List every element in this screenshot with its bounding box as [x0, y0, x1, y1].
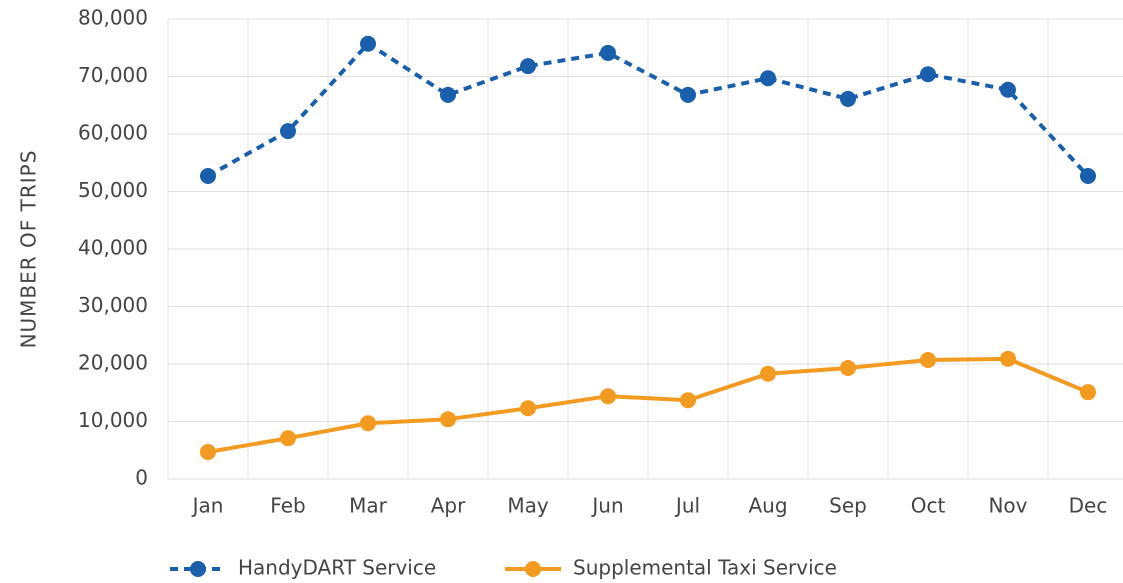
series-marker: [840, 360, 856, 377]
y-tick-label: 80,000: [78, 6, 148, 30]
x-tick-label: Jan: [191, 494, 224, 518]
x-tick-label: Apr: [431, 494, 466, 518]
series-marker: [200, 443, 216, 460]
series-marker: [440, 411, 456, 428]
x-tick-label: Mar: [349, 494, 388, 518]
y-tick-label: 50,000: [78, 178, 148, 202]
legend-label: HandyDART Service: [238, 556, 436, 580]
series-marker: [600, 44, 616, 61]
legend-marker: [525, 561, 541, 577]
y-tick-label: 10,000: [78, 408, 148, 432]
series-marker: [280, 430, 296, 447]
series-marker: [520, 400, 536, 417]
series-marker: [760, 365, 776, 382]
series-marker: [360, 35, 376, 52]
x-tick-label: May: [507, 494, 549, 518]
series-marker: [760, 70, 776, 87]
x-tick-label: Oct: [911, 494, 946, 518]
x-tick-label: Jul: [674, 494, 700, 518]
y-tick-label: 30,000: [78, 293, 148, 317]
y-axis-label: NUMBER OF TRIPS: [17, 150, 41, 349]
series-marker: [200, 167, 216, 184]
series-marker: [1000, 350, 1016, 367]
series-marker: [520, 58, 536, 75]
series-marker: [680, 86, 696, 103]
series-marker: [1080, 167, 1096, 184]
x-tick-label: Dec: [1069, 494, 1108, 518]
series-marker: [1000, 81, 1016, 98]
y-tick-label: 20,000: [78, 351, 148, 375]
series-marker: [360, 415, 376, 432]
series-marker: [440, 86, 456, 103]
series-line: [207, 356, 1089, 454]
series-marker: [920, 66, 936, 83]
legend-marker: [190, 561, 206, 577]
x-tick-label: Jun: [590, 494, 623, 518]
legend-label: Supplemental Taxi Service: [573, 556, 837, 580]
x-tick-label: Feb: [270, 494, 305, 518]
series-marker: [600, 388, 616, 405]
y-tick-label: 40,000: [78, 236, 148, 260]
y-tick-label: 70,000: [78, 63, 148, 87]
x-tick-label: Sep: [829, 494, 867, 518]
series-marker: [1080, 384, 1096, 401]
series-marker: [680, 392, 696, 409]
series-marker: [840, 90, 856, 107]
series-marker: [920, 351, 936, 368]
y-tick-label: 0: [135, 466, 148, 490]
y-tick-label: 60,000: [78, 121, 148, 145]
x-tick-label: Aug: [748, 494, 787, 518]
x-tick-label: Nov: [988, 494, 1027, 518]
series-marker: [280, 123, 296, 140]
